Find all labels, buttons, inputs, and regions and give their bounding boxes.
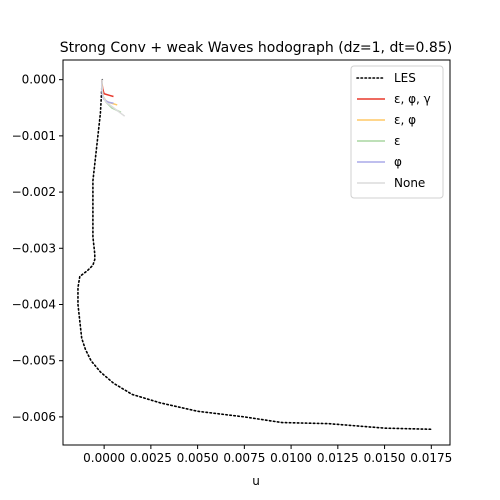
y-tick-label: −0.003 [12,241,56,255]
legend-label: ε, φ, γ [394,92,431,106]
y-tick-label: −0.001 [12,129,56,143]
y-tick-label: 0.000 [22,73,56,87]
y-tick-label: −0.004 [12,297,56,311]
plot-frame [62,59,451,446]
y-tick-label: −0.005 [12,354,56,368]
legend-label: ε, φ [394,113,416,127]
x-tick-label: 0.0175 [410,451,452,465]
legend-label: ε [394,134,401,148]
x-tick-label: 0.0125 [317,451,359,465]
x-tick-label: 0.0050 [177,451,219,465]
chart-title: Strong Conv + weak Waves hodograph (dz=1… [60,40,452,56]
x-tick-label: 0.0100 [270,451,312,465]
x-tick-label: 0.0025 [130,451,172,465]
x-tick-label: 0.0150 [364,451,406,465]
y-axis-ticks: 0.000 −0.001 −0.002 −0.003 −0.004 −0.005 −0.00… [12,73,63,424]
y-tick-label: −0.006 [12,410,56,424]
y-tick-label: −0.002 [12,185,56,199]
legend-label: φ [394,155,402,169]
x-axis-label: u [252,474,260,488]
series-line-1 [101,79,114,98]
plot-lines [77,78,433,431]
series-line-5 [101,79,126,117]
legend: LES ε, φ, γ ε, φ εφ None [350,65,444,199]
x-tick-label: 0.0000 [83,451,125,465]
x-axis-ticks: 0.0000 0.0025 0.0050 0.0075 0.0100 0.0125 0.01… [83,445,452,465]
legend-label: LES [394,71,416,85]
legend-label: None [394,176,425,190]
series-line-0 [77,78,433,431]
x-tick-label: 0.0075 [223,451,265,465]
